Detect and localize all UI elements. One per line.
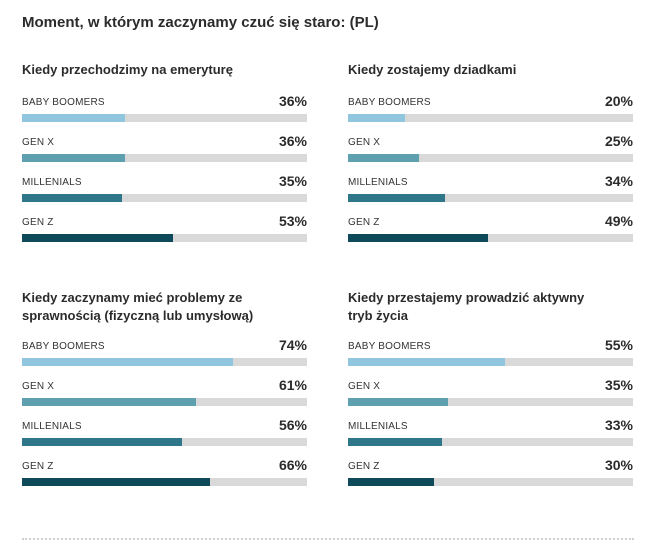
bar [22, 194, 122, 202]
panel-title: Kiedy przestajemy prowadzić aktywny tryb… [348, 290, 585, 323]
bar-track [348, 438, 633, 446]
category-label: GEN X [348, 137, 381, 148]
bar [22, 478, 211, 486]
bar [348, 358, 505, 366]
value-label: 53% [278, 213, 307, 229]
category-label: MILLENIALS [22, 421, 82, 432]
category-label: GEN Z [348, 217, 380, 228]
bar-row: GEN X 36% [22, 133, 307, 163]
category-label: GEN Z [348, 461, 380, 472]
bar [22, 398, 196, 406]
bar-row: GEN Z 66% [22, 457, 307, 487]
bar-row: BABY BOOMERS 55% [348, 337, 633, 367]
bar [22, 114, 125, 122]
value-label: 25% [604, 133, 633, 149]
bar-track [348, 114, 633, 122]
category-label: BABY BOOMERS [348, 97, 431, 108]
bar-row: MILLENIALS 34% [348, 173, 633, 203]
bar-track [22, 358, 307, 366]
value-label: 66% [278, 457, 307, 473]
category-label: GEN X [348, 381, 381, 392]
category-label: MILLENIALS [348, 421, 408, 432]
category-label: BABY BOOMERS [22, 341, 105, 352]
bar [348, 194, 445, 202]
bar-track [348, 194, 633, 202]
bar-track [22, 438, 307, 446]
bar-track [348, 154, 633, 162]
bar-track [348, 234, 633, 242]
panel-title: Kiedy zostajemy dziadkami [348, 62, 517, 77]
bar [22, 438, 182, 446]
category-label: MILLENIALS [348, 177, 408, 188]
category-label: GEN Z [22, 217, 54, 228]
bar-track [22, 194, 307, 202]
bar [22, 358, 233, 366]
bar-row: BABY BOOMERS 74% [22, 337, 307, 367]
bar-row: GEN Z 53% [22, 213, 307, 243]
bar [348, 234, 488, 242]
bar-track [348, 358, 633, 366]
bar-track [348, 398, 633, 406]
value-label: 35% [278, 173, 307, 189]
value-label: 33% [604, 417, 633, 433]
bar [22, 154, 125, 162]
bar-row: MILLENIALS 33% [348, 417, 633, 447]
category-label: GEN X [22, 381, 55, 392]
bar-track [22, 234, 307, 242]
bar [348, 478, 434, 486]
bar-row: GEN Z 49% [348, 213, 633, 243]
bar-row: MILLENIALS 56% [22, 417, 307, 447]
value-label: 35% [604, 377, 633, 393]
bar [348, 154, 420, 162]
bar-row: MILLENIALS 35% [22, 173, 307, 203]
bar-row: GEN X 25% [348, 133, 633, 163]
category-label: GEN X [22, 137, 55, 148]
bar [348, 398, 448, 406]
value-label: 36% [278, 133, 307, 149]
bar [348, 114, 405, 122]
bar-track [22, 154, 307, 162]
category-label: BABY BOOMERS [348, 341, 431, 352]
value-label: 30% [604, 457, 633, 473]
category-label: GEN Z [22, 461, 54, 472]
bar [22, 234, 174, 242]
bar-row: BABY BOOMERS 20% [348, 93, 633, 123]
bar-track [22, 398, 307, 406]
value-label: 34% [604, 173, 633, 189]
bar-row: GEN Z 30% [348, 457, 633, 487]
panel-title: Kiedy zaczynamy mieć problemy ze sprawno… [22, 290, 254, 323]
dotted-divider [22, 538, 634, 540]
bar-row: GEN X 61% [22, 377, 307, 407]
value-label: 56% [278, 417, 307, 433]
bar-row: BABY BOOMERS 36% [22, 93, 307, 123]
bar-track [22, 114, 307, 122]
category-label: BABY BOOMERS [22, 97, 105, 108]
value-label: 74% [278, 337, 307, 353]
value-label: 49% [604, 213, 633, 229]
value-label: 55% [604, 337, 633, 353]
bar-row: GEN X 35% [348, 377, 633, 407]
bar-track [348, 478, 633, 486]
bar [348, 438, 443, 446]
value-label: 20% [604, 93, 633, 109]
chart-title: Moment, w którym zaczynamy czuć się star… [22, 14, 379, 31]
panel-title: Kiedy przechodzimy na emeryturę [22, 62, 233, 77]
bar-track [22, 478, 307, 486]
value-label: 61% [278, 377, 307, 393]
category-label: MILLENIALS [22, 177, 82, 188]
value-label: 36% [278, 93, 307, 109]
